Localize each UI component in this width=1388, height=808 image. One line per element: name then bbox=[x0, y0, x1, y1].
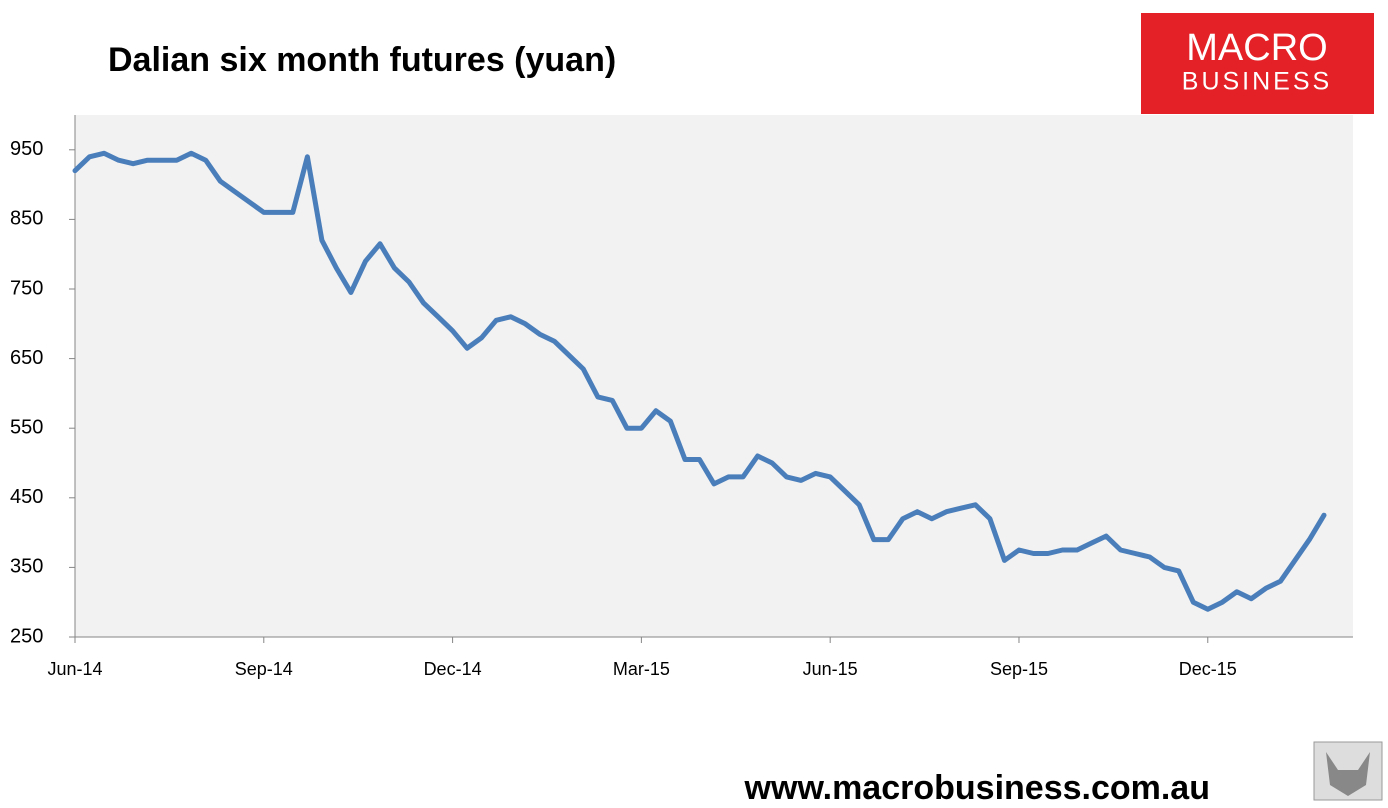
logo-bottom: BUSINESS bbox=[1182, 68, 1332, 96]
x-tick-label: Dec-15 bbox=[1179, 659, 1237, 679]
y-tick-label: 250 bbox=[10, 625, 43, 647]
x-tick-label: Jun-14 bbox=[47, 659, 102, 679]
logo-box bbox=[1141, 13, 1374, 114]
y-tick-label: 550 bbox=[10, 416, 43, 438]
y-tick-label: 450 bbox=[10, 486, 43, 508]
logo-top: MACRO bbox=[1186, 27, 1327, 69]
chart-title: Dalian six month futures (yuan) bbox=[108, 41, 616, 79]
logo-icon-wolf bbox=[1326, 752, 1370, 796]
y-tick-label: 650 bbox=[10, 347, 43, 369]
x-tick-label: Jun-15 bbox=[803, 659, 858, 679]
x-tick-label: Sep-14 bbox=[235, 659, 293, 679]
x-tick-label: Dec-14 bbox=[424, 659, 482, 679]
y-tick-label: 750 bbox=[10, 277, 43, 299]
footer: www.macrobusiness.com.au bbox=[744, 769, 1210, 803]
y-tick-label: 950 bbox=[10, 138, 43, 160]
line bbox=[72, 150, 1327, 612]
y-tick-label: 850 bbox=[10, 208, 43, 230]
x-tick-label: Mar-15 bbox=[613, 659, 670, 679]
x-tick-label: Sep-15 bbox=[990, 659, 1048, 679]
plot-area bbox=[75, 115, 1353, 637]
y-tick-label: 350 bbox=[10, 556, 43, 578]
